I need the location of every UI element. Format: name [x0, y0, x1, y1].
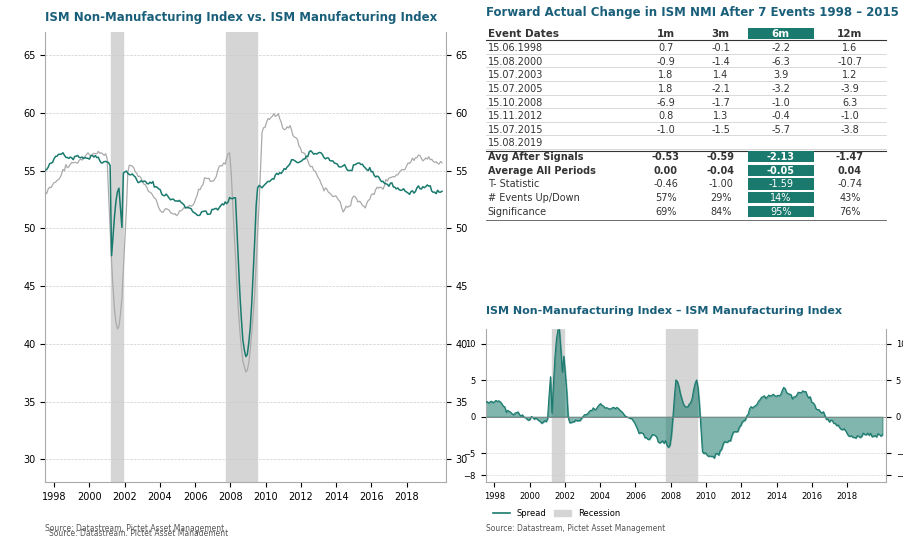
Text: 1.2: 1.2 [842, 70, 857, 80]
Text: 0.04: 0.04 [837, 166, 861, 176]
Text: -0.04: -0.04 [706, 166, 734, 176]
Text: 15.10.2008: 15.10.2008 [487, 98, 542, 108]
Text: 6.3: 6.3 [842, 98, 857, 108]
Legend: Spread, Recession: Spread, Recession [489, 505, 623, 521]
Text: -1.5: -1.5 [711, 125, 730, 135]
Bar [551, 329, 563, 482]
Text: 0.8: 0.8 [657, 111, 673, 121]
Bar [666, 329, 696, 482]
Bar [111, 32, 123, 482]
Text: -5.7: -5.7 [770, 125, 789, 135]
Text: 3.9: 3.9 [772, 70, 787, 80]
Text: 0.7: 0.7 [657, 43, 673, 53]
Text: 15.06.1998: 15.06.1998 [487, 43, 542, 53]
Text: -6.3: -6.3 [770, 57, 789, 66]
Text: -2.1: -2.1 [711, 84, 730, 94]
Text: 3m: 3m [711, 29, 729, 39]
Text: # Events Up/Down: # Events Up/Down [487, 193, 579, 203]
Text: 1.4: 1.4 [712, 70, 728, 80]
Text: 0.00: 0.00 [653, 166, 677, 176]
Text: -3.2: -3.2 [770, 84, 789, 94]
Bar [747, 28, 813, 39]
Text: 1.6: 1.6 [842, 43, 857, 53]
Text: -6.9: -6.9 [656, 98, 675, 108]
Bar [747, 178, 813, 190]
Text: 1.8: 1.8 [657, 70, 673, 80]
Text: -0.74: -0.74 [836, 180, 861, 189]
Text: 14%: 14% [769, 193, 791, 203]
Text: 15.08.2000: 15.08.2000 [487, 57, 542, 66]
Text: -2.2: -2.2 [770, 43, 789, 53]
Text: -1.59: -1.59 [768, 180, 793, 189]
Text: 12m: 12m [836, 29, 861, 39]
Text: -10.7: -10.7 [836, 57, 861, 66]
Bar [226, 32, 256, 482]
Text: 69%: 69% [655, 206, 675, 217]
Text: Avg After Signals: Avg After Signals [487, 152, 582, 162]
Text: 76%: 76% [838, 206, 860, 217]
Text: Average All Periods: Average All Periods [487, 166, 595, 176]
Text: ISM Non-Manufacturing Index vs. ISM Manufacturing Index: ISM Non-Manufacturing Index vs. ISM Manu… [45, 11, 437, 24]
Text: 43%: 43% [838, 193, 860, 203]
Text: -0.1: -0.1 [711, 43, 730, 53]
Text: -0.9: -0.9 [656, 57, 675, 66]
Text: Event Dates: Event Dates [487, 29, 558, 39]
Text: -3.8: -3.8 [840, 125, 859, 135]
Text: 1.3: 1.3 [712, 111, 728, 121]
Text: 1m: 1m [656, 29, 674, 39]
Text: 15.11.2012: 15.11.2012 [487, 111, 543, 121]
Text: -3.9: -3.9 [840, 84, 859, 94]
Bar [747, 151, 813, 162]
Text: -1.4: -1.4 [711, 57, 730, 66]
Text: Forward Actual Change in ISM NMI After 7 Events 1998 – 2015: Forward Actual Change in ISM NMI After 7… [485, 6, 898, 19]
Text: Source: Datastream, Pictet Asset Management: Source: Datastream, Pictet Asset Managem… [45, 524, 224, 533]
Text: 1.8: 1.8 [657, 84, 673, 94]
Text: 15.08.2019: 15.08.2019 [487, 138, 542, 148]
Text: -0.59: -0.59 [706, 152, 734, 162]
Text: Source: Datastream, Pictet Asset Management: Source: Datastream, Pictet Asset Managem… [485, 524, 664, 533]
Text: -1.0: -1.0 [770, 98, 789, 108]
Text: -1.00: -1.00 [708, 180, 732, 189]
Text: -2.13: -2.13 [766, 152, 794, 162]
Text: -0.46: -0.46 [653, 180, 677, 189]
Text: ISM Non-Manufacturing Index – ISM Manufacturing Index: ISM Non-Manufacturing Index – ISM Manufa… [485, 306, 841, 316]
Text: 15.07.2015: 15.07.2015 [487, 125, 543, 135]
Text: 84%: 84% [709, 206, 731, 217]
Text: T- Statistic: T- Statistic [487, 180, 538, 189]
Text: 95%: 95% [769, 206, 791, 217]
Text: -0.05: -0.05 [766, 166, 794, 176]
Text: -1.7: -1.7 [711, 98, 730, 108]
Text: -0.4: -0.4 [770, 111, 789, 121]
Text: 15.07.2005: 15.07.2005 [487, 84, 543, 94]
Text: 6m: 6m [771, 29, 789, 39]
Text: 29%: 29% [709, 193, 731, 203]
Bar [747, 192, 813, 203]
Text: Source: Datastream, Pictet Asset Management: Source: Datastream, Pictet Asset Managem… [49, 530, 228, 536]
Text: Significance: Significance [487, 206, 546, 217]
Text: -1.0: -1.0 [840, 111, 859, 121]
Text: -0.53: -0.53 [651, 152, 679, 162]
Bar [747, 165, 813, 176]
Text: -1.0: -1.0 [656, 125, 675, 135]
Text: 15.07.2003: 15.07.2003 [487, 70, 543, 80]
Text: 57%: 57% [654, 193, 675, 203]
Bar [747, 206, 813, 217]
Text: -1.47: -1.47 [835, 152, 863, 162]
